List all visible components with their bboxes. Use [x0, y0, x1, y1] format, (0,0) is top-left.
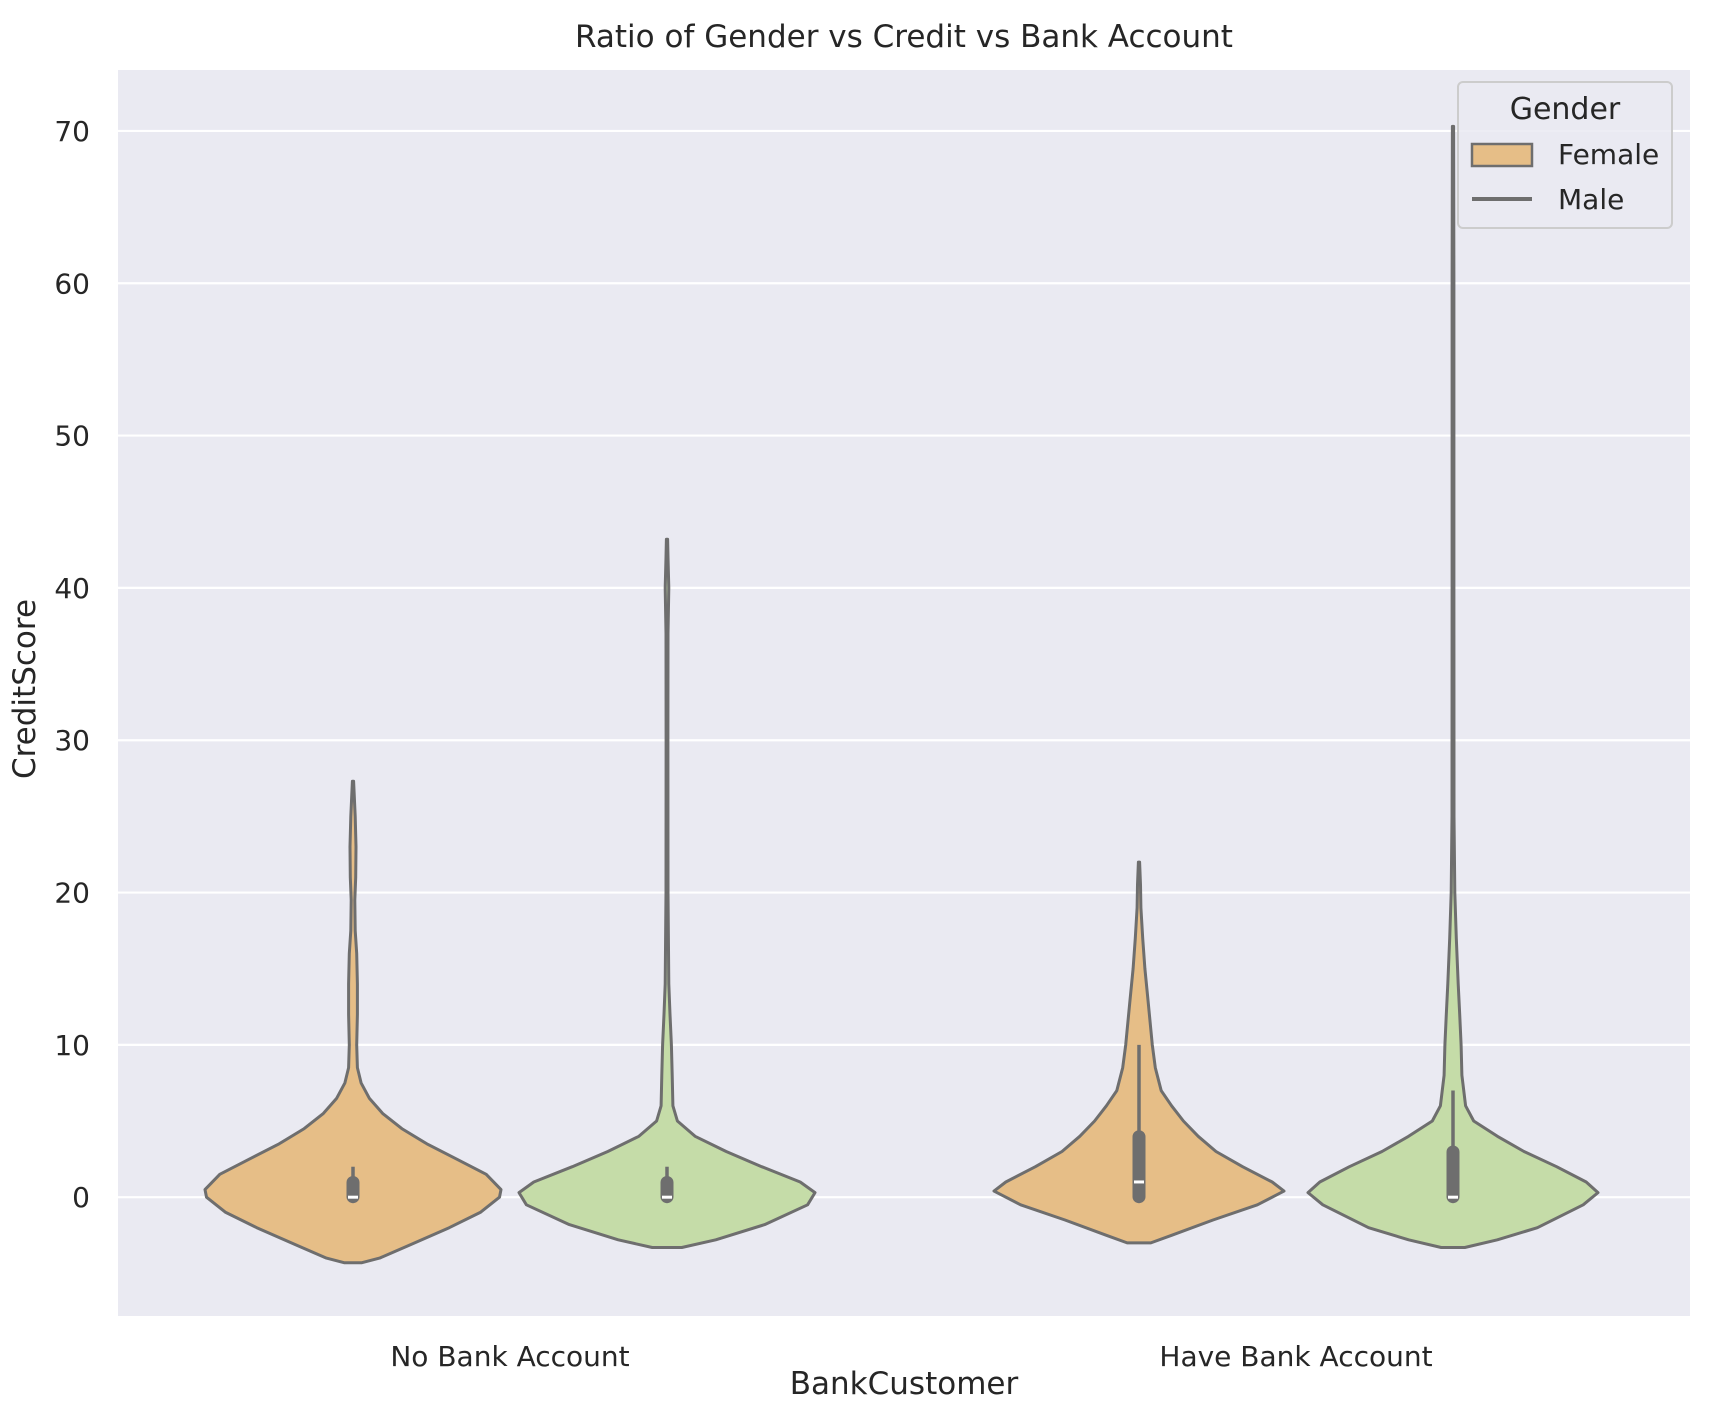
violin-iqr-box [346, 1175, 360, 1204]
legend-box [1457, 81, 1673, 229]
chart-title: Ratio of Gender vs Credit vs Bank Accoun… [575, 19, 1233, 55]
legend: Gender Female Male [1457, 81, 1673, 229]
violin-male [1306, 124, 1600, 1249]
y-axis-ticks: 0 10 20 30 40 50 60 70 [54, 115, 90, 1214]
violin-male [517, 537, 817, 1249]
violin-iqr-box [1446, 1145, 1460, 1204]
legend-male-label: Male [1558, 183, 1624, 216]
y-tick-label: 10 [54, 1029, 90, 1062]
violin-iqr-box [1132, 1130, 1146, 1204]
y-tick-label: 0 [72, 1181, 90, 1214]
legend-female-label: Female [1558, 138, 1659, 171]
violins [203, 124, 1600, 1265]
violin-female [203, 779, 503, 1265]
x-axis-ticks: No Bank Account Have Bank Account [390, 1340, 1432, 1373]
y-tick-label: 30 [54, 724, 90, 757]
x-tick-label: Have Bank Account [1159, 1340, 1432, 1373]
x-axis-label: BankCustomer [790, 1366, 1019, 1402]
y-axis-label: CreditScore [7, 599, 43, 779]
y-tick-label: 40 [54, 572, 90, 605]
legend-title: Gender [1510, 92, 1621, 127]
x-tick-label: No Bank Account [390, 1340, 629, 1373]
y-tick-label: 70 [54, 115, 90, 148]
y-tick-label: 50 [54, 420, 90, 453]
violin-iqr-box [660, 1175, 674, 1204]
y-tick-label: 60 [54, 267, 90, 300]
y-tick-label: 20 [54, 877, 90, 910]
legend-female-swatch [1470, 142, 1534, 168]
